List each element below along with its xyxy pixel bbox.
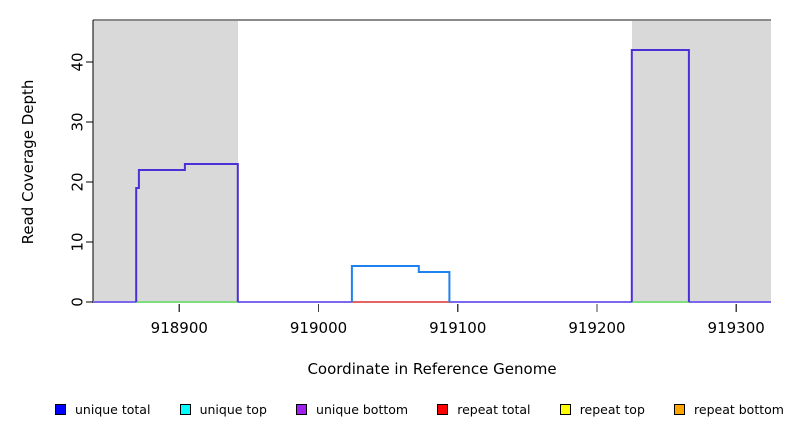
y-tick-label: 30 bbox=[69, 112, 87, 131]
y-tick-label: 40 bbox=[69, 52, 87, 71]
legend-item-unique-total: unique total bbox=[55, 402, 150, 417]
x-tick-label: 919200 bbox=[568, 319, 625, 337]
legend-label-repeat-top: repeat top bbox=[579, 401, 645, 417]
legend-swatch-icon-unique-top bbox=[179, 403, 191, 415]
legend-label-unique-total: unique total bbox=[75, 401, 151, 417]
x-tick-label: 919100 bbox=[429, 319, 486, 337]
right-repeat-region bbox=[631, 20, 771, 302]
left-repeat-region bbox=[93, 20, 238, 302]
legend-swatch-icon-repeat-bottom bbox=[674, 403, 686, 415]
series-middle bbox=[350, 265, 451, 302]
legend-item-unique-bottom: unique bottom bbox=[296, 402, 408, 417]
legend-item-unique-top: unique top bbox=[179, 401, 267, 417]
legend-label-unique-top: unique top bbox=[199, 401, 267, 417]
legend-label-unique-bottom: unique bottom bbox=[316, 401, 409, 417]
legend-swatch-icon-repeat-total bbox=[437, 403, 449, 415]
series-right bbox=[630, 49, 690, 302]
y-tick-label: 20 bbox=[69, 172, 87, 191]
x-tick-label: 919300 bbox=[708, 319, 765, 337]
series-left bbox=[135, 163, 239, 302]
legend-item-repeat-top: repeat top bbox=[559, 401, 645, 417]
y-tick-label: 0 bbox=[69, 297, 87, 307]
legend-swatch-icon-repeat-top bbox=[559, 403, 571, 415]
legend-swatch-icon-unique-bottom bbox=[296, 403, 308, 415]
y-tick-label: 10 bbox=[69, 232, 87, 251]
x-tick-label: 919000 bbox=[290, 319, 347, 337]
legend: unique total unique top unique bottom repea… bbox=[55, 399, 784, 419]
legend-label-repeat-bottom: repeat bottom bbox=[694, 401, 784, 417]
y-axis-title: Read Coverage Depth bbox=[19, 79, 37, 245]
legend-item-repeat-bottom: repeat bottom bbox=[674, 402, 784, 417]
x-axis-title: Coordinate in Reference Genome bbox=[307, 360, 557, 378]
legend-swatch-icon-unique-total bbox=[55, 403, 66, 415]
legend-item-repeat-total: repeat total bbox=[437, 401, 531, 417]
x-tick-label: 918900 bbox=[151, 319, 208, 337]
legend-label-repeat-total: repeat total bbox=[457, 401, 531, 417]
